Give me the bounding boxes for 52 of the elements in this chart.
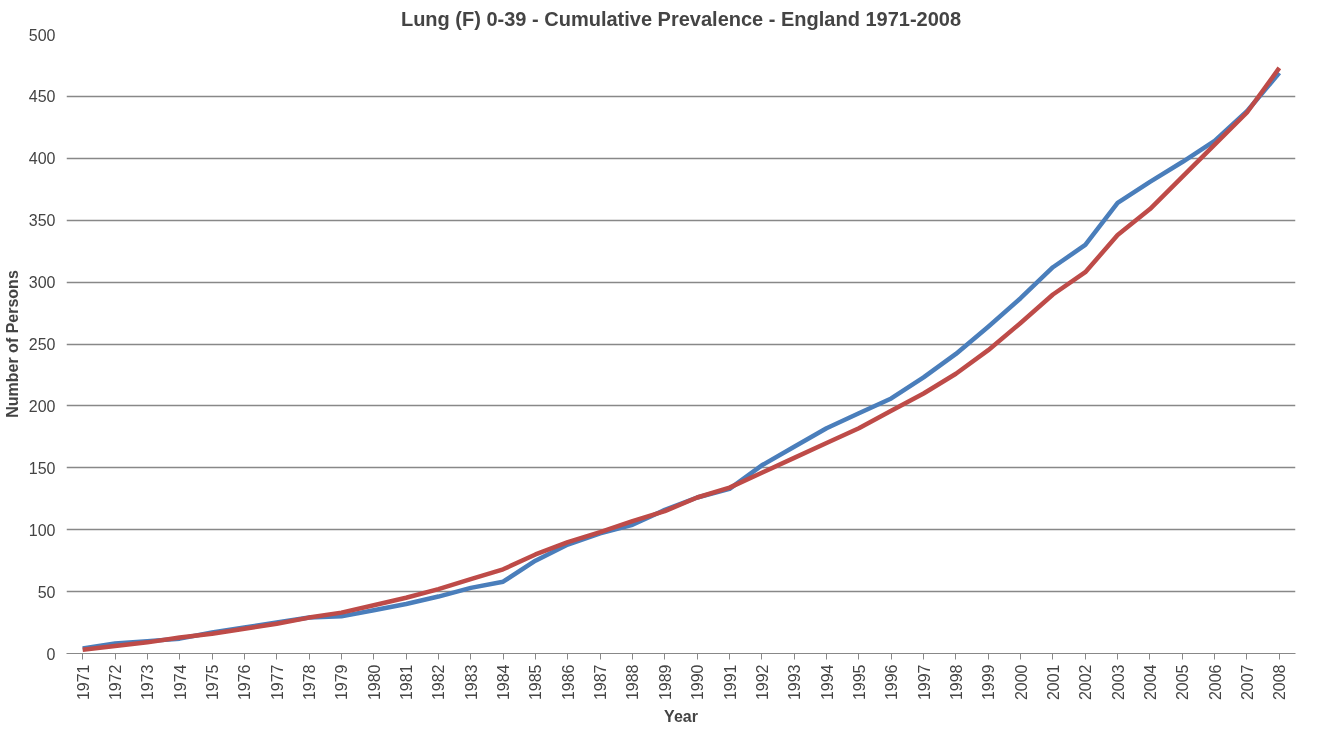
x-tick-label: 1984	[495, 664, 513, 701]
x-tick-label: 1978	[301, 664, 319, 701]
x-tick-label: 1986	[559, 664, 577, 701]
y-tick-label: 150	[28, 459, 56, 477]
y-tick-label: 250	[28, 336, 56, 353]
x-tick-label: 2003	[1109, 664, 1127, 701]
x-tick-label: 1992	[753, 664, 771, 701]
x-tick-label: 1979	[333, 664, 351, 701]
x-tick-label: 1976	[236, 664, 254, 701]
x-tick-label: 1988	[624, 664, 642, 701]
x-tick-label: 2007	[1238, 664, 1256, 701]
x-tick-label: 1981	[398, 664, 416, 701]
x-tick-label: 1987	[592, 664, 610, 701]
x-tick-label: 1974	[171, 664, 189, 701]
x-tick-label: 1990	[689, 664, 707, 701]
x-tick-label: 1971	[74, 664, 92, 701]
x-tick-label: 2000	[1012, 664, 1030, 701]
x-tick-label: 2001	[1044, 664, 1062, 701]
x-tick-label: 1989	[656, 664, 674, 701]
y-tick-label: 300	[28, 274, 56, 292]
x-tick-label: 1985	[527, 664, 545, 701]
y-tick-label: 50	[37, 583, 56, 601]
x-tick-label: 2002	[1077, 664, 1095, 701]
y-tick-label: 500	[28, 26, 56, 44]
x-tick-label: 1996	[883, 664, 901, 701]
x-tick-label: 1991	[721, 664, 739, 701]
y-tick-label: 100	[28, 521, 56, 539]
x-tick-label: 1998	[947, 664, 965, 701]
x-tick-label: 1993	[786, 664, 804, 701]
x-tick-label: 1977	[268, 664, 286, 701]
x-tick-label: 1999	[980, 664, 998, 701]
y-tick-label: 350	[28, 212, 56, 230]
x-tick-label: 1973	[139, 664, 157, 701]
x-tick-label: 1983	[462, 664, 480, 701]
x-tick-label: 1994	[818, 664, 836, 701]
y-tick-label: 200	[28, 397, 56, 415]
x-tick-label: 1982	[430, 664, 448, 701]
x-tick-label: 1995	[850, 664, 868, 701]
x-axis-title: Year	[664, 708, 698, 726]
x-tick-label: 2005	[1174, 664, 1192, 701]
x-tick-label: 1997	[915, 664, 933, 701]
y-tick-label: 450	[28, 88, 56, 106]
y-tick-label: 400	[28, 150, 56, 168]
x-tick-label: 1972	[107, 664, 125, 701]
x-tick-label: 1980	[365, 664, 383, 701]
x-tick-label: 2006	[1206, 664, 1224, 701]
y-tick-label: 0	[46, 645, 56, 663]
x-tick-label: 1975	[204, 664, 222, 701]
y-axis-title: Number of Persons	[3, 270, 21, 418]
x-tick-label: 2004	[1141, 664, 1159, 701]
chart-title: Lung (F) 0-39 - Cumulative Prevalence - England 1971-2008	[400, 7, 962, 30]
x-tick-label: 2008	[1271, 664, 1289, 701]
